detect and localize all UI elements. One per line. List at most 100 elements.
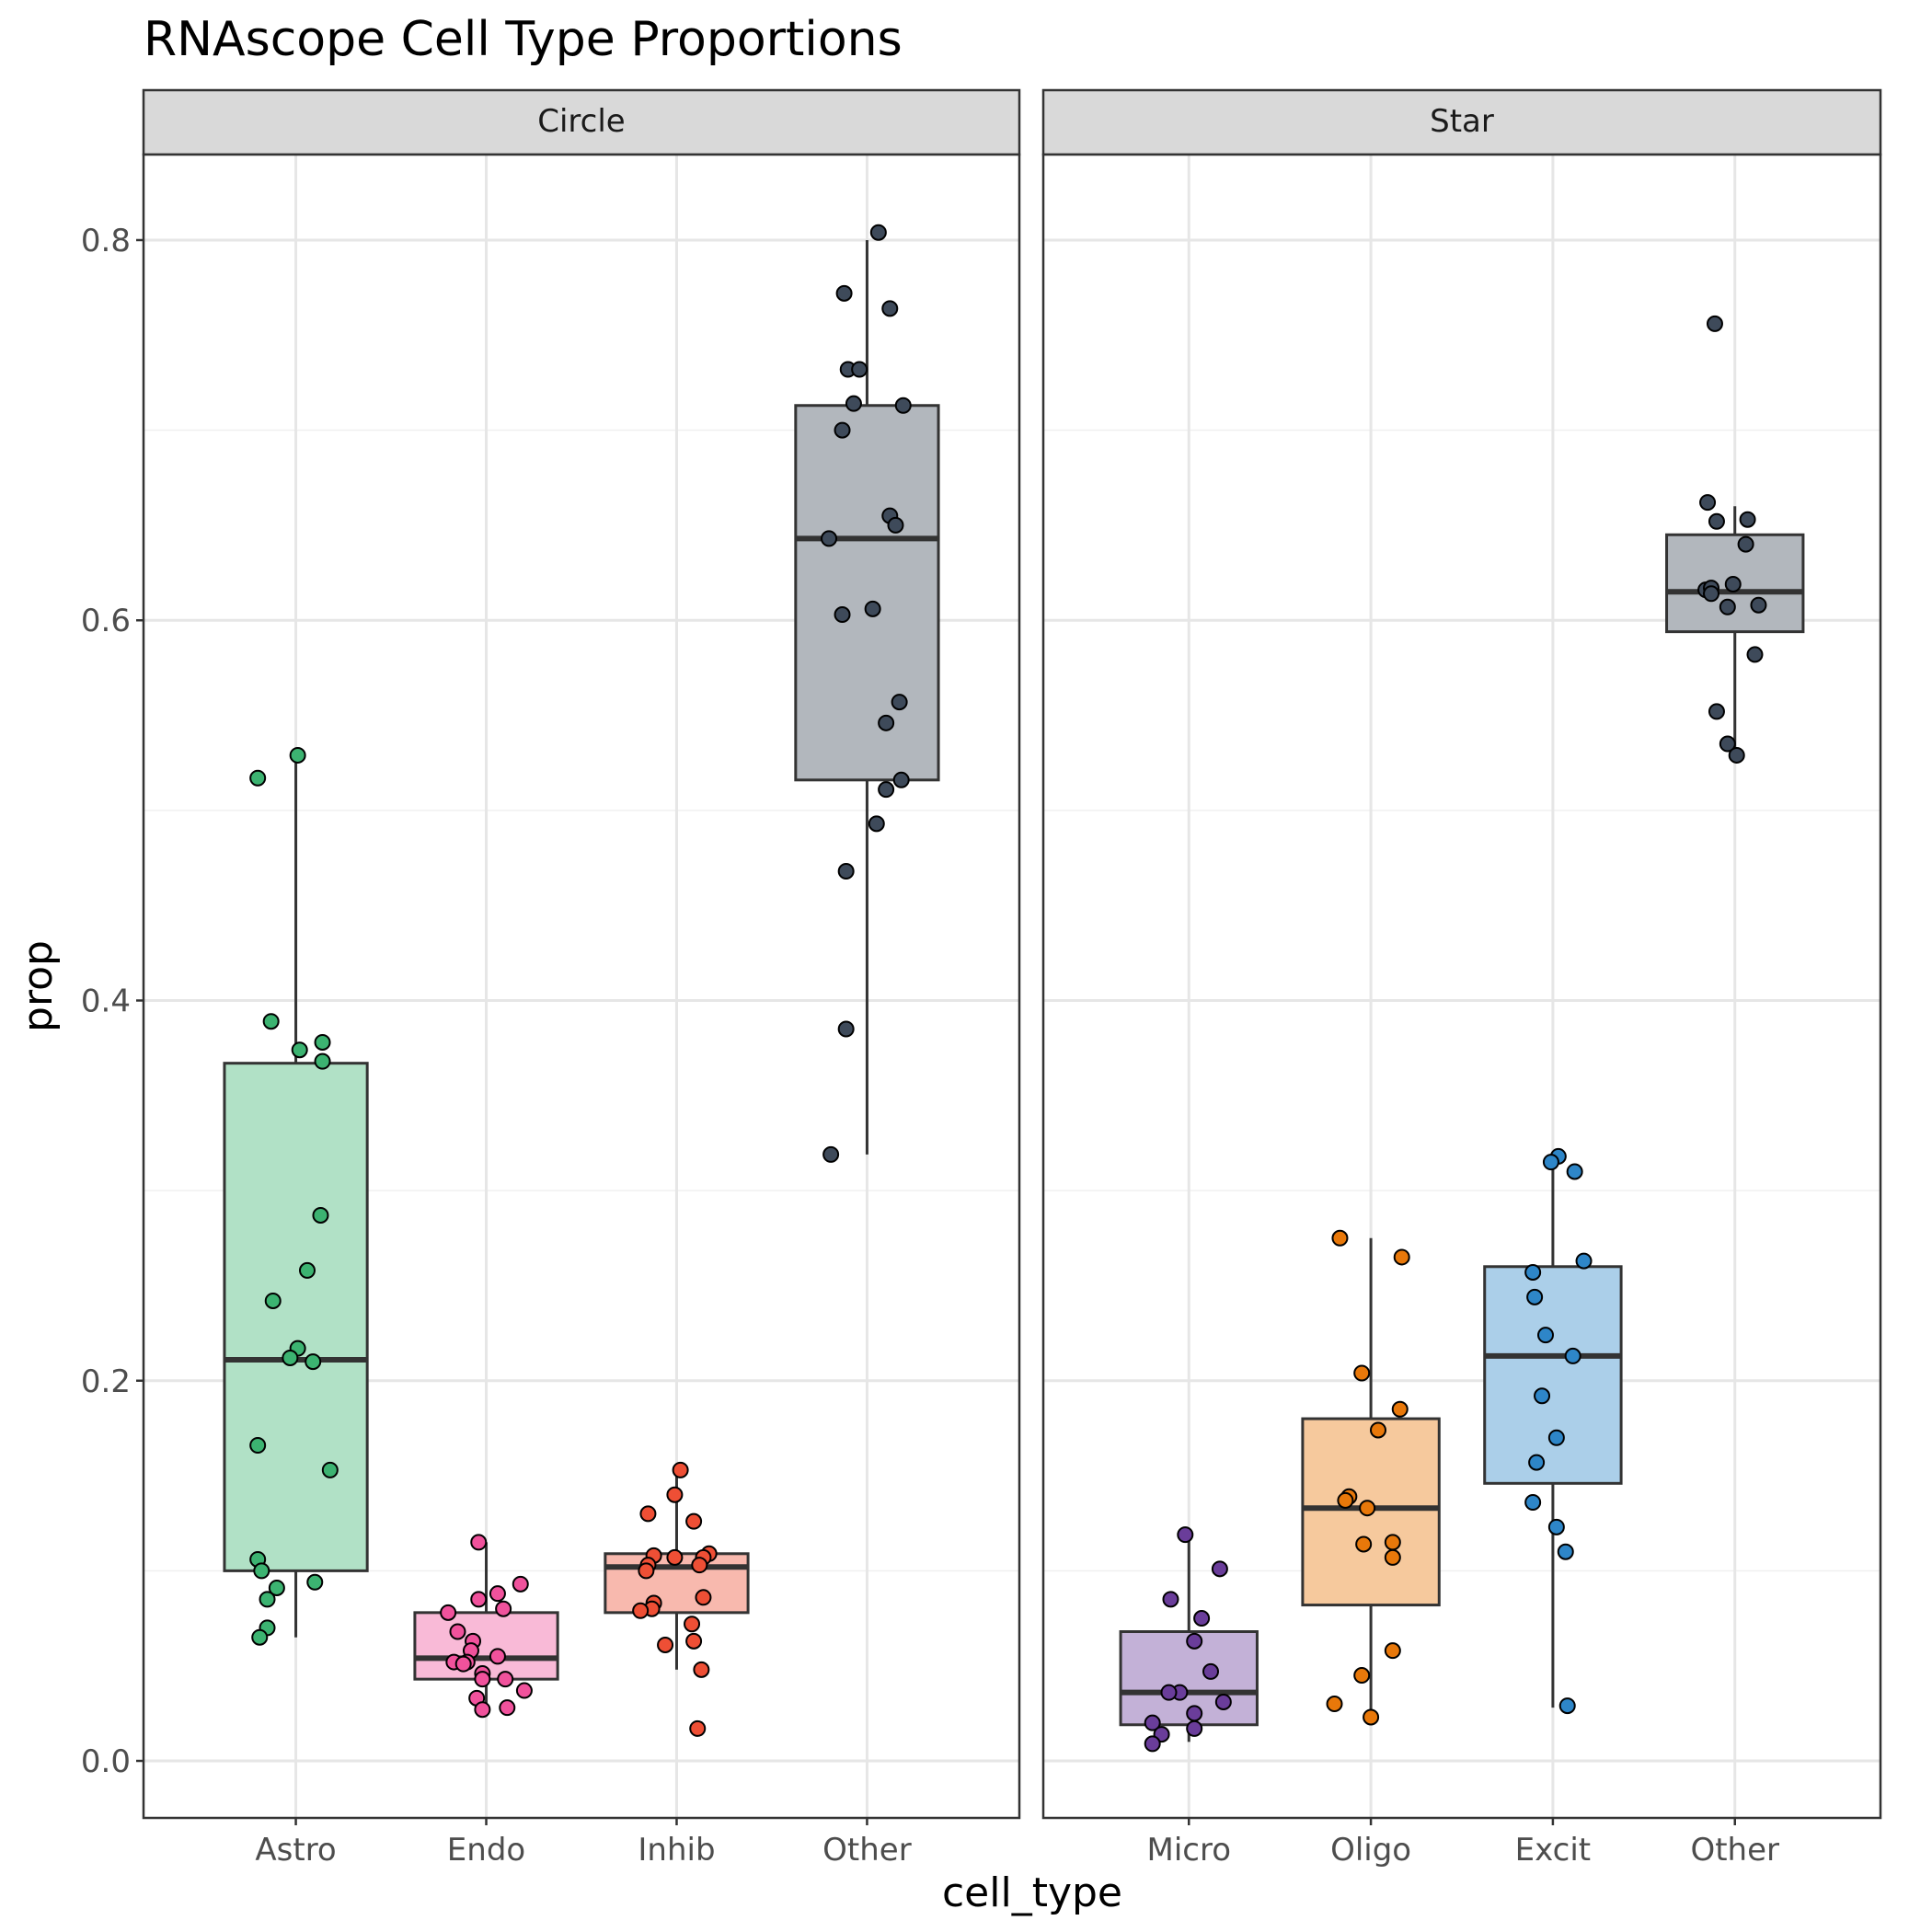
facet-strip-label: Star [1430, 103, 1494, 140]
data-point [684, 1616, 701, 1633]
data-point [1337, 1491, 1354, 1509]
data-point [639, 1505, 657, 1523]
data-point [657, 1636, 674, 1653]
y-tick-label: 0.0 [81, 1743, 131, 1780]
x-tick-label: Oligo [1330, 1832, 1411, 1869]
data-point [864, 600, 881, 617]
data-point [1331, 1229, 1349, 1247]
data-point [1160, 1684, 1178, 1701]
x-tick-label: Other [822, 1832, 912, 1869]
data-point [837, 862, 855, 880]
data-point [689, 1719, 707, 1737]
data-point [1739, 511, 1756, 528]
data-point [1542, 1154, 1559, 1171]
data-point [1719, 598, 1736, 615]
x-axis-title: cell_type [942, 1869, 1122, 1916]
data-point [305, 1353, 322, 1371]
data-point [881, 300, 899, 317]
data-point [1528, 1454, 1546, 1471]
data-point [1193, 1610, 1211, 1627]
data-point [1384, 1642, 1401, 1660]
box-other [794, 239, 940, 1155]
box-body [1483, 1265, 1623, 1485]
x-tick-label: Astro [255, 1832, 336, 1869]
box-body [1665, 533, 1805, 634]
data-point [440, 1604, 457, 1621]
data-point [1699, 494, 1717, 512]
data-point [474, 1701, 491, 1719]
data-point [1353, 1364, 1371, 1382]
data-point [1177, 1526, 1194, 1544]
data-point [1746, 646, 1764, 663]
data-point [822, 1145, 840, 1163]
data-point [282, 1349, 299, 1366]
data-point [1564, 1347, 1581, 1364]
data-point [515, 1682, 533, 1699]
data-point [249, 1437, 267, 1455]
x-tick-label: Other [1690, 1832, 1779, 1869]
data-point [632, 1602, 650, 1619]
panel-border [142, 153, 1021, 1820]
data-point [868, 815, 885, 833]
data-point [312, 1206, 329, 1224]
x-tick-label: Excit [1515, 1832, 1591, 1869]
data-point [298, 1261, 316, 1279]
data-point [1547, 1518, 1565, 1535]
y-axis-title: prop [15, 940, 62, 1032]
facet-strip-label: Circle [537, 103, 625, 140]
data-point [1557, 1543, 1574, 1560]
data-point [834, 606, 851, 624]
data-point [1566, 1163, 1583, 1180]
data-point [869, 224, 887, 241]
data-point [259, 1591, 276, 1608]
data-point [1214, 1693, 1232, 1710]
data-point [314, 1052, 331, 1070]
data-point [1359, 1500, 1376, 1517]
data-point [1537, 1327, 1554, 1344]
data-point [887, 516, 904, 534]
data-point [470, 1591, 488, 1608]
data-point [851, 361, 868, 378]
data-point [249, 769, 267, 787]
data-point [1384, 1534, 1401, 1551]
data-point [672, 1461, 689, 1478]
data-point [845, 395, 862, 412]
data-point [495, 1600, 512, 1617]
data-point [1326, 1696, 1343, 1713]
data-point [1186, 1632, 1203, 1650]
data-point [489, 1585, 506, 1603]
y-tick-label: 0.4 [81, 983, 131, 1019]
data-point [1708, 512, 1725, 530]
data-point [253, 1562, 270, 1580]
data-point [1719, 735, 1736, 753]
data-point [894, 397, 912, 414]
data-point [512, 1575, 529, 1593]
data-point [1353, 1667, 1371, 1685]
data-point [264, 1292, 282, 1309]
facet-strip [142, 88, 1021, 156]
data-point [497, 1671, 514, 1688]
box-other [1665, 506, 1805, 750]
facet-star: Star Micro Oligo Excit Other [1041, 88, 1882, 1869]
data-point [306, 1573, 324, 1591]
data-point [314, 1033, 331, 1051]
data-point [878, 714, 895, 731]
data-point [837, 1020, 855, 1038]
data-point [1144, 1714, 1161, 1731]
data-point [892, 771, 910, 788]
data-point [289, 746, 306, 764]
data-point [1575, 1252, 1593, 1270]
data-point [1202, 1662, 1219, 1680]
data-point [1558, 1697, 1576, 1715]
data-point [666, 1486, 684, 1503]
data-point [1186, 1705, 1203, 1722]
data-point [1706, 315, 1723, 332]
data-point [1534, 1387, 1551, 1405]
data-point [1186, 1719, 1203, 1737]
data-point [835, 284, 853, 302]
data-point [1703, 585, 1720, 603]
data-point [878, 781, 895, 799]
facet-circle: Circle Astro Endo Inhib Other [142, 88, 1021, 1869]
data-point [291, 1041, 308, 1059]
data-point [1737, 535, 1754, 553]
